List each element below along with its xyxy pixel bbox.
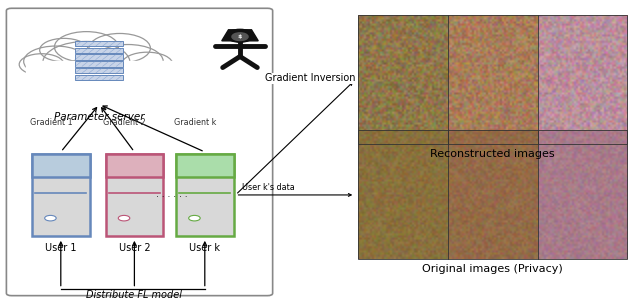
Bar: [26, 61, 173, 86]
Polygon shape: [222, 30, 259, 41]
Text: Parameter server: Parameter server: [54, 112, 145, 122]
Circle shape: [54, 32, 118, 62]
Bar: [176, 154, 234, 177]
Circle shape: [118, 216, 130, 221]
FancyArrowPatch shape: [203, 242, 207, 286]
FancyArrowPatch shape: [102, 108, 132, 150]
Text: Original images (Privacy): Original images (Privacy): [422, 264, 563, 274]
Text: Distribute FL model: Distribute FL model: [86, 290, 182, 300]
Circle shape: [45, 216, 56, 221]
Text: User 1: User 1: [45, 243, 77, 253]
Text: Gradient k: Gradient k: [174, 119, 216, 127]
FancyArrowPatch shape: [63, 108, 97, 150]
FancyArrowPatch shape: [59, 242, 63, 286]
Text: Gradient Inversion: Gradient Inversion: [264, 73, 355, 83]
Bar: [358, 130, 627, 259]
Circle shape: [89, 33, 150, 63]
Bar: [32, 154, 90, 177]
Circle shape: [189, 216, 200, 221]
Text: User k: User k: [189, 243, 220, 253]
Circle shape: [40, 38, 88, 62]
FancyArrowPatch shape: [238, 193, 351, 196]
Text: User 2: User 2: [118, 243, 150, 253]
FancyArrowPatch shape: [237, 83, 352, 193]
Bar: [76, 41, 123, 46]
Circle shape: [24, 46, 88, 77]
Bar: [76, 61, 123, 67]
Text: $: $: [238, 34, 242, 39]
Bar: [106, 154, 163, 177]
Text: User k's data: User k's data: [242, 183, 294, 192]
Bar: [176, 154, 234, 177]
Circle shape: [227, 29, 253, 42]
Text: . . . . . .: . . . . . .: [156, 190, 188, 200]
Bar: [106, 154, 163, 177]
Bar: [106, 154, 163, 236]
FancyArrowPatch shape: [132, 242, 136, 286]
Bar: [358, 15, 627, 144]
Text: Gradient 1: Gradient 1: [30, 119, 72, 127]
Bar: [32, 154, 90, 236]
Text: Gradient 2: Gradient 2: [104, 119, 146, 127]
Bar: [32, 154, 90, 177]
Bar: [76, 48, 123, 53]
Text: Reconstructed images: Reconstructed images: [431, 149, 555, 159]
Circle shape: [122, 52, 173, 77]
Bar: [76, 54, 123, 60]
Circle shape: [93, 45, 163, 78]
Bar: [76, 75, 123, 80]
Bar: [176, 154, 234, 236]
Circle shape: [43, 41, 130, 83]
Circle shape: [232, 33, 248, 41]
Bar: [76, 68, 123, 73]
FancyArrowPatch shape: [103, 106, 202, 151]
Circle shape: [19, 54, 64, 75]
